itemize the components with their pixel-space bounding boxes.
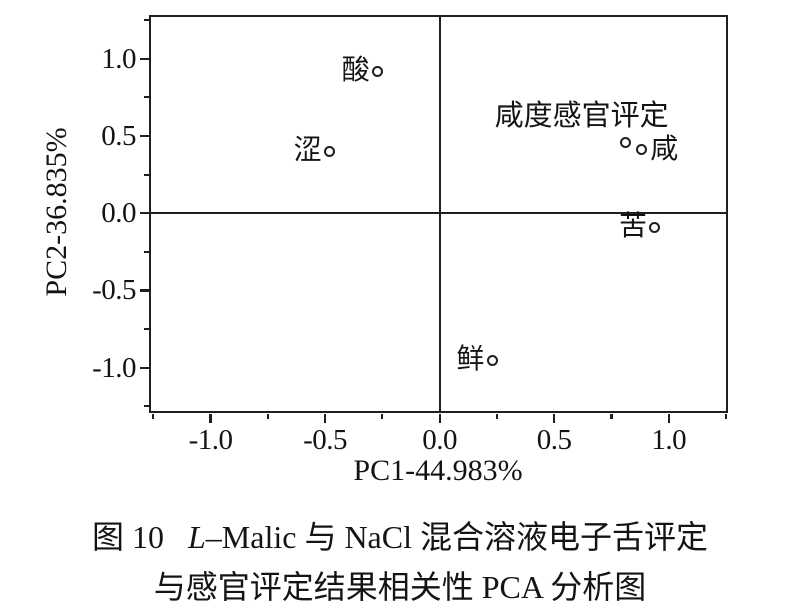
x-axis-minor-tick [381, 413, 384, 419]
x-axis-tick-label: -0.5 [303, 424, 348, 456]
data-point-marker [486, 354, 498, 366]
x-axis-minor-tick [610, 413, 613, 419]
figure-caption-line2: 与感官评定结果相关性 PCA 分析图 [153, 569, 647, 605]
data-point-label: 咸 [650, 133, 679, 165]
x-axis-minor-tick [724, 413, 728, 419]
x-axis-tick [324, 413, 327, 423]
plot-area: -1.0 -0.5 0.0 0.5 1.0 1.0 0.5 0.0 -0.5 -1.0 酸涩 咸苦鲜 咸… [92, 15, 728, 456]
y-axis-tick [139, 366, 149, 369]
x-axis-tick [438, 413, 441, 423]
x-axis-tick-label: 0.5 [536, 424, 572, 456]
y-axis-tick [139, 134, 149, 138]
y-axis-tick [139, 212, 149, 215]
y-axis-minor-tick [143, 96, 149, 99]
data-point-marker [649, 221, 661, 233]
data-point-marker [635, 144, 647, 156]
x-axis-tick [209, 413, 212, 423]
figure-caption: 图 10 L–Malic 与 NaCl 混合溶液电子舌评定 与感官评定结果相关性… [0, 512, 800, 612]
y-axis-minor-tick [143, 250, 149, 253]
data-point-label: 涩 [293, 135, 322, 167]
x-axis-minor-tick [152, 413, 155, 419]
x-axis-tick-label: 0.0 [422, 424, 458, 456]
figure-caption-line1: 图 10 L–Malic 与 NaCl 混合溶液电子舌评定 [0, 512, 800, 562]
x-axis-tick [553, 413, 556, 423]
y-axis-tick-label: 0.0 [101, 197, 136, 230]
y-axis-tick-label: -0.5 [92, 274, 136, 307]
data-point-marker [324, 145, 336, 157]
data-point-label: 苦 [618, 211, 647, 243]
y-axis-minor-tick [143, 405, 149, 408]
figure-number: 图 10 [91, 519, 188, 555]
x-axis-tick [667, 413, 670, 423]
data-point-marker [372, 65, 384, 77]
x-axis-title: PC1-44.983% [353, 454, 523, 487]
zero-line-horizontal [151, 212, 726, 215]
data-point-marker [619, 136, 631, 148]
x-axis-minor-tick [266, 413, 269, 419]
y-axis-minor-tick [143, 18, 149, 22]
y-axis-tick-label: 0.5 [101, 119, 136, 152]
x-axis-tick-label: -1.0 [188, 424, 233, 456]
x-axis-tick-label: 1.0 [651, 424, 687, 456]
y-axis-tick-label: -1.0 [92, 351, 136, 384]
y-axis-minor-tick [143, 328, 149, 331]
caption-italic-letter: L [188, 519, 206, 555]
y-axis-tick-label: 1.0 [101, 42, 136, 75]
y-axis-tick [139, 57, 149, 60]
plot-annotation: 咸度感官评定 [494, 99, 669, 132]
y-axis-minor-tick [143, 173, 149, 176]
data-point-label: 鲜 [456, 344, 485, 375]
x-axis-minor-tick [495, 413, 498, 419]
y-axis-title: PC2-36.835% [40, 127, 73, 297]
caption-line1-text: –Malic 与 NaCl 混合溶液电子舌评定 [205, 519, 708, 555]
y-axis-tick [139, 289, 149, 292]
data-point-label: 酸 [341, 55, 370, 87]
